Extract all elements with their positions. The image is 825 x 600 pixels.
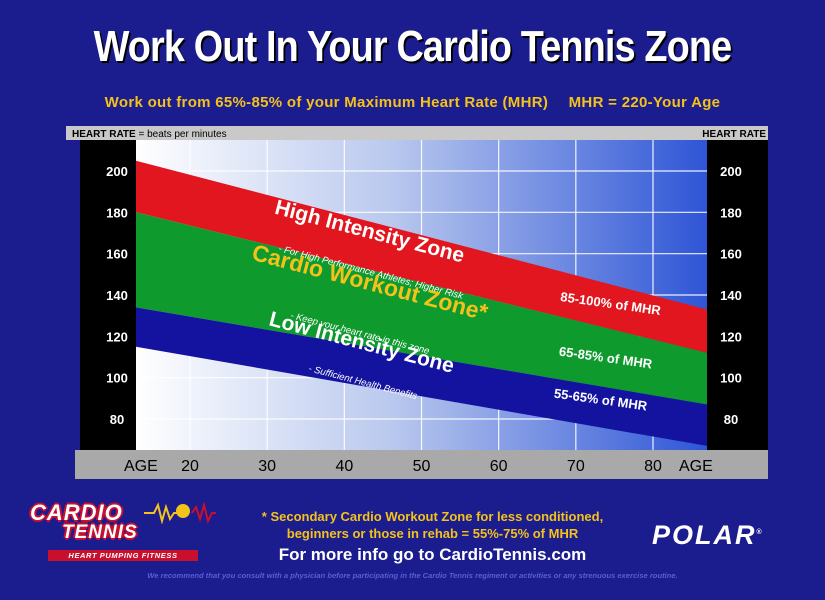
y-tick-label-left: 160 (106, 247, 128, 262)
right-y-axis-panel (707, 140, 768, 450)
y-tick-label-right: 180 (720, 205, 742, 220)
cardio-tennis-logo: CARDIO TENNIS HEART PUMPING FITNESS (26, 498, 216, 568)
logo-word-cardio: CARDIO (30, 500, 123, 525)
y-tick-label-left: 100 (106, 371, 128, 386)
left-y-axis-panel (80, 140, 136, 450)
x-tick-label: 80 (644, 458, 662, 475)
x-tick-label: 40 (335, 458, 353, 475)
right-axis-header: HEART RATE (702, 129, 766, 140)
page-title: Work Out In Your Cardio Tennis Zone (93, 22, 733, 71)
y-tick-label-right: 160 (720, 247, 742, 262)
left-axis-header-rest: = beats per minutes (136, 129, 227, 140)
disclaimer: We recommend that you consult with a phy… (147, 571, 678, 580)
logo-tagline: HEART PUMPING FITNESS (48, 550, 198, 561)
low-intensity-zone-band (136, 307, 707, 446)
subtitle-mhr-formula: MHR = 220-Your Age (568, 94, 721, 111)
x-tick-label: 30 (258, 458, 276, 475)
x-tick-label: 20 (181, 458, 199, 475)
y-axis-ticks: 200 200 180 180 160 160 140 140 120 120 100 100 80 80 (106, 164, 742, 427)
x-tick-label: 70 (567, 458, 585, 475)
tennis-ball-icon (176, 504, 190, 518)
registered-mark: ® (756, 529, 764, 536)
high-intensity-zone-band (136, 160, 707, 353)
y-tick-label-left: 140 (106, 288, 128, 303)
polar-wordmark: POLAR (652, 520, 757, 550)
left-axis-header-bold: HEART RATE (72, 129, 136, 140)
subtitle: Work out from 65%-85% of your Maximum He… (0, 94, 825, 111)
subtitle-mhr-range: Work out from 65%-85% of your Maximum He… (104, 94, 549, 111)
x-axis-ticks: 20 30 40 50 60 70 80 (181, 458, 662, 475)
y-tick-label-left: 120 (106, 329, 128, 344)
y-tick-label-right: 80 (724, 412, 738, 427)
y-tick-label-left: 200 (106, 164, 128, 179)
polar-logo: POLAR® (652, 520, 764, 551)
x-tick-label: 50 (413, 458, 431, 475)
y-tick-label-right: 200 (720, 164, 742, 179)
more-info-link[interactable]: For more info go to CardioTennis.com (278, 545, 587, 564)
heartbeat-icon (144, 502, 216, 524)
y-tick-label-right: 100 (720, 371, 742, 386)
left-axis-header: HEART RATE = beats per minutes (72, 129, 227, 140)
secondary-zone-note: * Secondary Cardio Workout Zone for less… (225, 508, 640, 542)
secondary-note-line1: * Secondary Cardio Workout Zone for less… (261, 509, 604, 524)
y-tick-label-right: 140 (720, 288, 742, 303)
secondary-note-line2: beginners or those in rehab = 55%-75% of… (286, 526, 579, 541)
x-axis-label-left: AGE (124, 458, 158, 475)
logo-word-tennis: TENNIS (62, 522, 138, 543)
axis-header-strip (66, 126, 768, 140)
x-axis-label-right: AGE (679, 458, 713, 475)
zone-bands (136, 160, 707, 446)
cardio-workout-zone-band (136, 212, 707, 405)
y-tick-label-left: 80 (110, 412, 124, 427)
y-tick-label-left: 180 (106, 205, 128, 220)
y-tick-label-right: 120 (720, 329, 742, 344)
x-axis-bar (75, 450, 768, 479)
x-tick-label: 60 (490, 458, 508, 475)
